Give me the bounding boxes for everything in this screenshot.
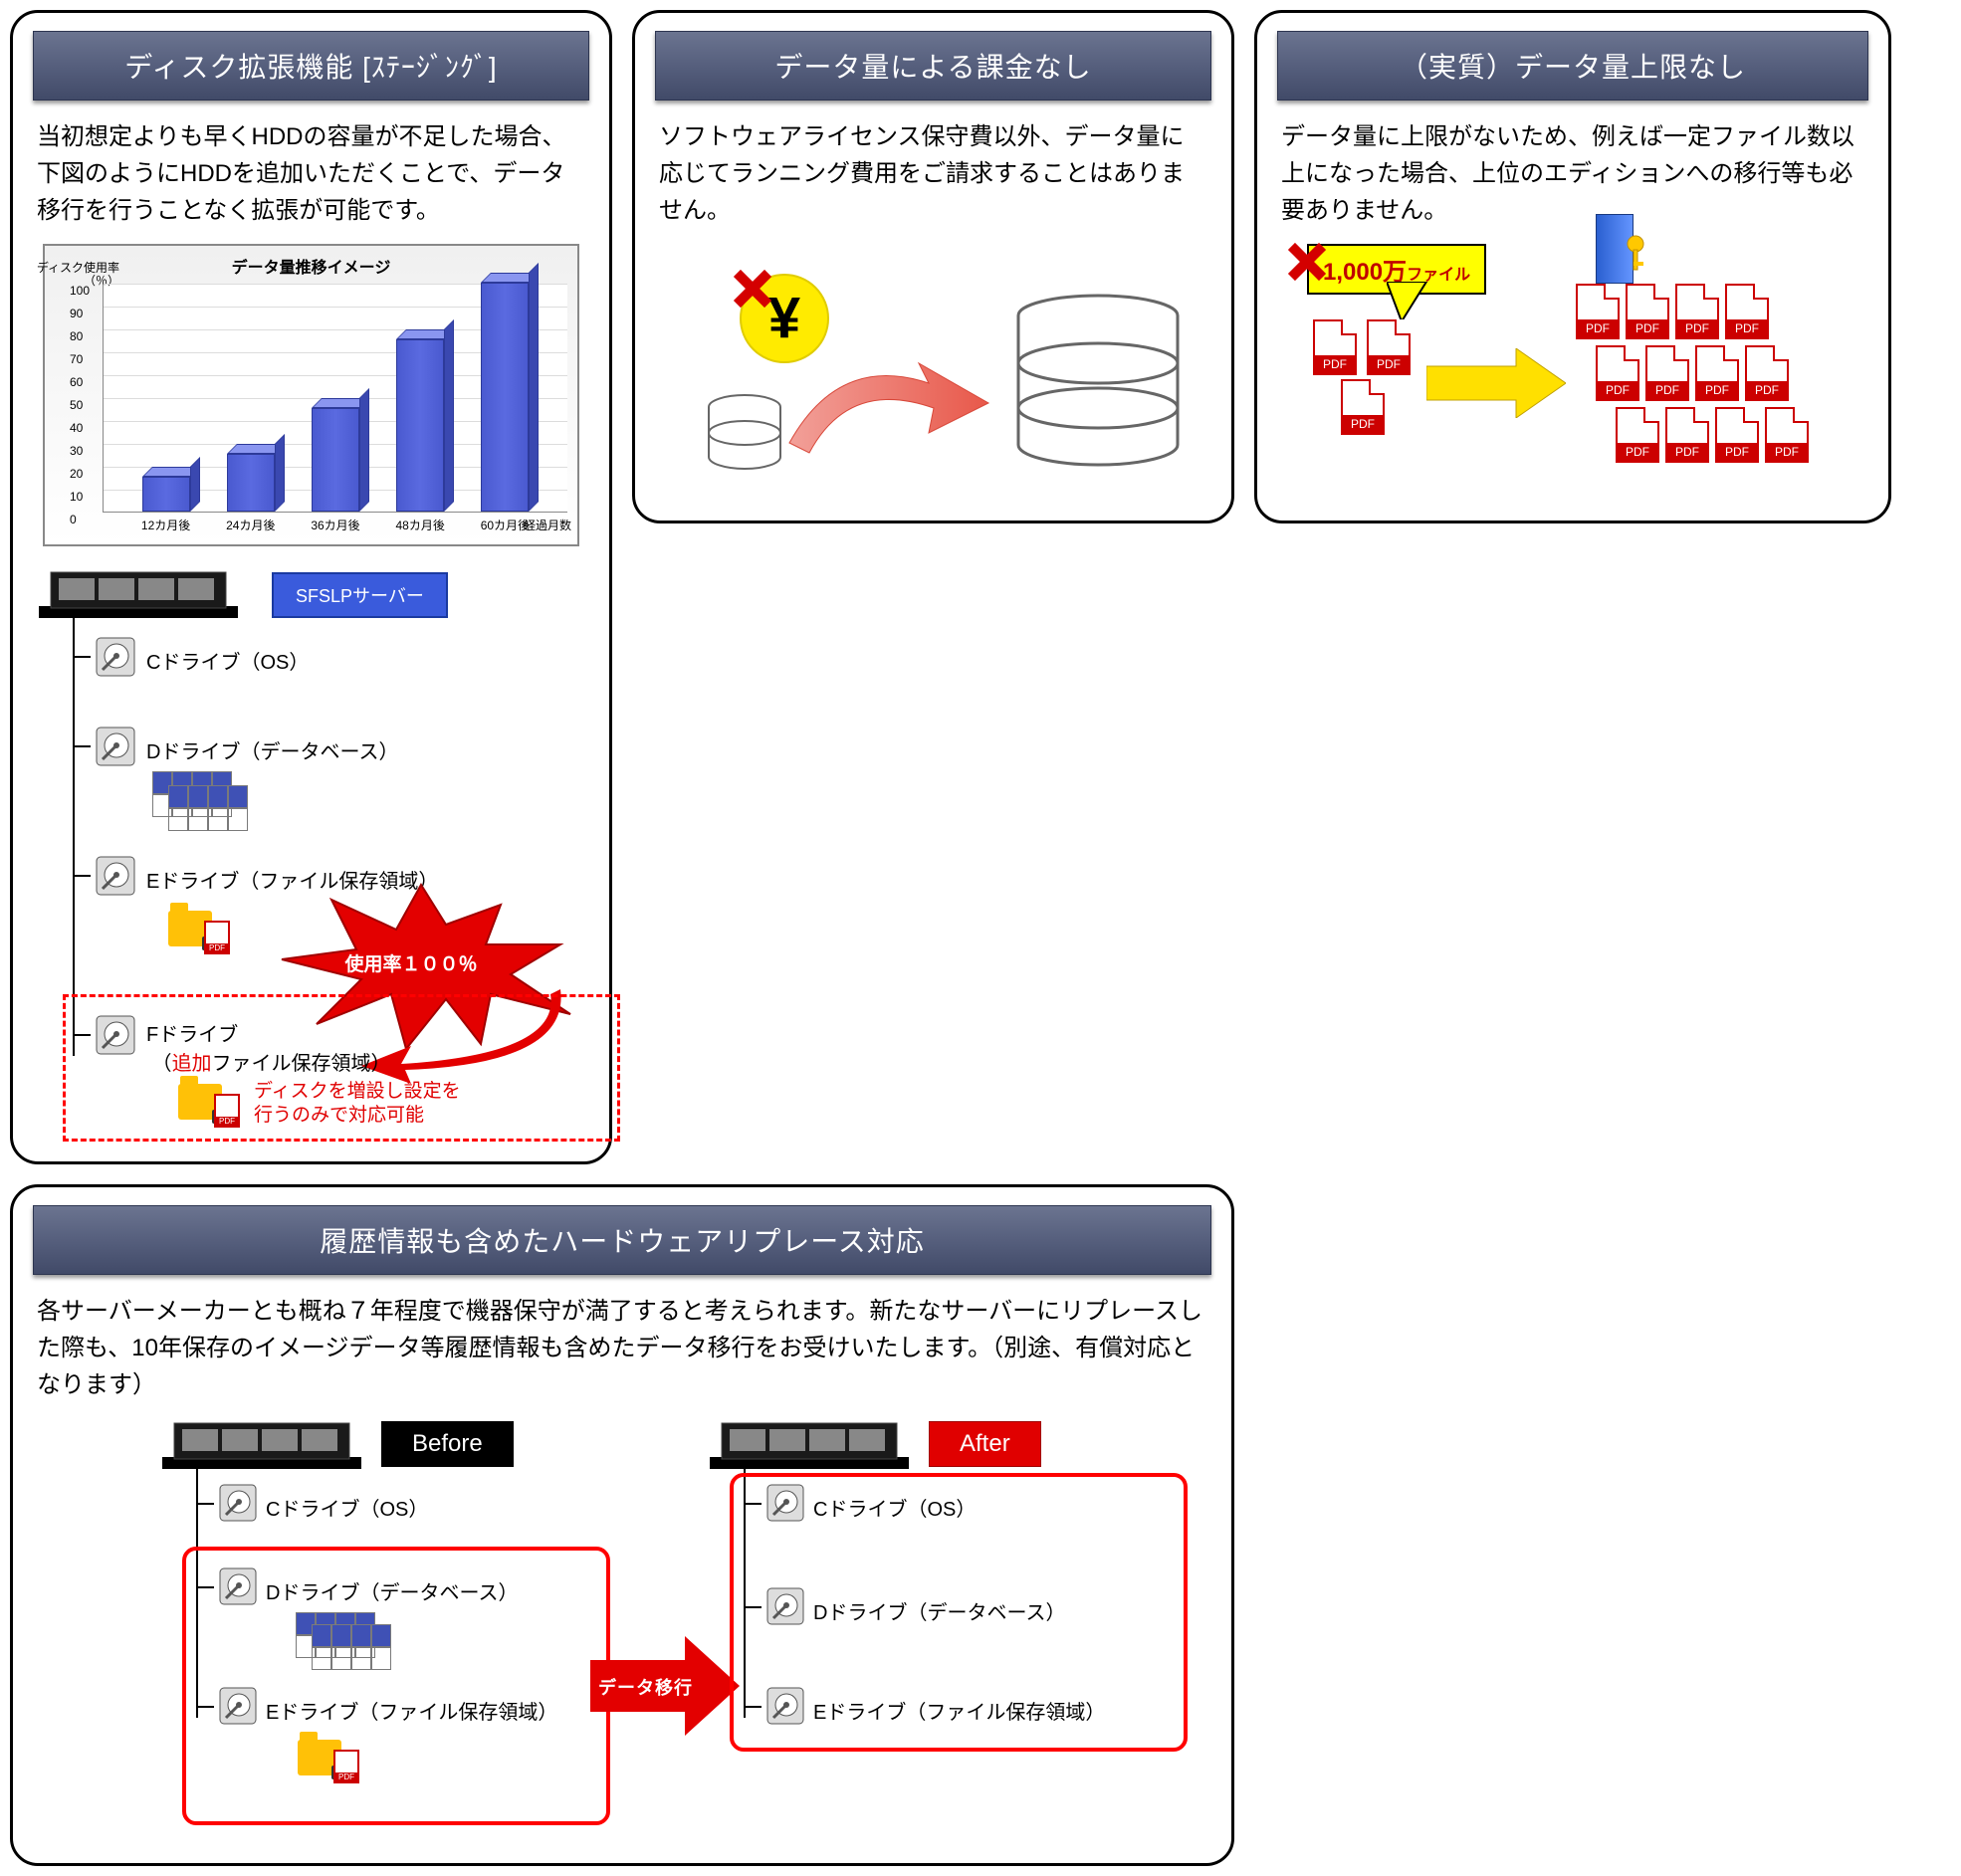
hdd-icon: [95, 636, 136, 678]
key-icon: [1626, 234, 1655, 274]
chart-bar: [396, 339, 444, 512]
y-tick: 40: [70, 421, 83, 435]
burst-text: 使用率１００％: [312, 949, 511, 976]
pdf-icon: [1313, 319, 1357, 375]
pdf-icon: [1695, 345, 1739, 401]
panel3-desc: 各サーバーメーカーとも概ね７年程度で機器保守が満了すると考えられます。新たなサー…: [33, 1293, 1211, 1404]
chart-bar: [481, 283, 529, 512]
server-rack-icon: [39, 566, 238, 620]
drive-f-label: Fドライブ （追加ファイル保存領域）: [146, 1018, 391, 1076]
pdf-icon: [214, 1094, 240, 1128]
pdf-icon: [1626, 284, 1669, 339]
x-tick: 24カ月後: [226, 517, 275, 533]
pdf-icon: [1665, 407, 1709, 463]
database-small-icon: [705, 393, 784, 483]
pdf-icon: [1745, 345, 1789, 401]
database-large-icon: [1013, 294, 1183, 483]
panel-hardware-replace: 履歴情報も含めたハードウェアリプレース対応 各サーバーメーカーとも概ね７年程度で…: [10, 1184, 1234, 1867]
chart-bar: [312, 408, 359, 512]
y-tick: 20: [70, 467, 83, 481]
hdd-icon: [218, 1483, 258, 1523]
pdf-icon: [1645, 345, 1689, 401]
pdf-icon: [333, 1750, 359, 1783]
drive-c-label: Cドライブ（OS）: [146, 646, 309, 675]
pdf-icon: [1765, 407, 1809, 463]
x-tick: 12カ月後: [141, 517, 190, 533]
pdf-icon: [1367, 319, 1411, 375]
after-drive-e: Eドライブ（ファイル保存領域）: [813, 1696, 1105, 1725]
y-tick: 60: [70, 375, 83, 389]
x-tick: 60カ月後: [481, 517, 530, 533]
x-tick: 48カ月後: [396, 517, 445, 533]
panel-disk-expansion: ディスク拡張機能 [ｽﾃｰｼﾞﾝｸﾞ] 当初想定よりも早くHDDの容量が不足した…: [10, 10, 612, 1164]
hdd-icon: [95, 726, 136, 767]
x-mark-icon: [733, 269, 772, 309]
y-tick: 30: [70, 444, 83, 458]
sfslp-server-label: SFSLPサーバー: [272, 572, 448, 618]
y-tick: 50: [70, 398, 83, 412]
x-mark-icon: [1287, 242, 1327, 282]
migrate-label: データ移行: [598, 1674, 693, 1700]
y-tick: 70: [70, 352, 83, 366]
panel4-drive-tree: SFSLPサーバー Cドライブ（OS） Dドライブ（データベース）: [33, 566, 589, 1144]
after-label: After: [929, 1421, 1041, 1467]
expansion-note: ディスクを増設し設定を 行うのみで対応可能: [254, 1080, 461, 1129]
before-drive-e: Eドライブ（ファイル保存領域）: [266, 1696, 557, 1725]
panel3-title: 履歴情報も含めたハードウェアリプレース対応: [33, 1205, 1211, 1275]
x-extra-label: 経過月数: [524, 517, 571, 533]
chart-bar: [142, 477, 190, 512]
panel1-graphic: ¥: [655, 244, 1212, 503]
panel1-desc: ソフトウェアライセンス保守費以外、データ量に応じてランニング費用をご請求すること…: [655, 118, 1211, 230]
hdd-icon: [95, 1014, 136, 1056]
before-drive-c: Cドライブ（OS）: [266, 1493, 428, 1522]
before-drive-d: Dドライブ（データベース）: [266, 1576, 518, 1605]
pdf-icon: [1675, 284, 1719, 339]
pdf-icon: [204, 921, 230, 954]
panel-no-data-charge: データ量による課金なし ソフトウェアライセンス保守費以外、データ量に応じてランニ…: [632, 10, 1234, 523]
y-tick: 90: [70, 307, 83, 320]
panel2-title: （実質）データ量上限なし: [1277, 31, 1868, 101]
database-table-icon: [168, 785, 248, 831]
yen-symbol: ¥: [768, 285, 800, 351]
before-label: Before: [381, 1421, 514, 1467]
hdd-icon: [218, 1566, 258, 1606]
chart-area: ディスク使用率 （％） 経過月数 01020304050607080901001…: [103, 284, 567, 513]
panel4-title: ディスク拡張機能 [ｽﾃｰｼﾞﾝｸﾞ]: [33, 31, 589, 101]
callout-tail-icon: [1387, 282, 1436, 321]
y-tick: 10: [70, 490, 83, 504]
pdf-icon: [1596, 345, 1639, 401]
hdd-icon: [218, 1686, 258, 1726]
x-tick: 36カ月後: [311, 517, 359, 533]
chart-bar: [227, 454, 275, 512]
panel-no-data-limit: （実質）データ量上限なし データ量に上限がないため、例えば一定ファイル数以上にな…: [1254, 10, 1891, 523]
server-rack-icon: [162, 1417, 361, 1471]
pdf-icon: [1715, 407, 1759, 463]
usage-chart: データ量推移イメージ ディスク使用率 （％） 経過月数 010203040506…: [43, 244, 579, 546]
panel1-title: データ量による課金なし: [655, 31, 1211, 101]
drive-d-label: Dドライブ（データベース）: [146, 735, 398, 764]
y-tick: 100: [70, 284, 90, 298]
panel4-desc: 当初想定よりも早くHDDの容量が不足した場合、下図のようにHDDを追加いただくこ…: [33, 118, 589, 230]
yellow-arrow-icon: [1426, 348, 1566, 418]
after-drive-c: Cドライブ（OS）: [813, 1493, 976, 1522]
panel2-graphic: 1,000万ファイル: [1277, 244, 1835, 493]
hdd-icon: [95, 855, 136, 897]
pdf-icon: [1576, 284, 1620, 339]
pdf-icon: [1616, 407, 1659, 463]
server-rack-icon: [710, 1417, 909, 1471]
panel2-desc: データ量に上限がないため、例えば一定ファイル数以上になった場合、上位のエディショ…: [1277, 118, 1868, 230]
y-tick: 0: [70, 513, 77, 526]
hdd-icon: [765, 1483, 805, 1523]
panel3-graphic: Before Cドライブ（OS） Dドライブ（データベース）: [33, 1417, 1211, 1845]
hdd-icon: [765, 1686, 805, 1726]
y-tick: 80: [70, 329, 83, 343]
arrow-icon: [779, 333, 998, 473]
after-drive-d: Dドライブ（データベース）: [813, 1596, 1065, 1625]
pdf-icon: [1341, 379, 1385, 435]
database-table-icon: [312, 1624, 391, 1670]
hdd-icon: [765, 1586, 805, 1626]
pdf-icon: [1725, 284, 1769, 339]
